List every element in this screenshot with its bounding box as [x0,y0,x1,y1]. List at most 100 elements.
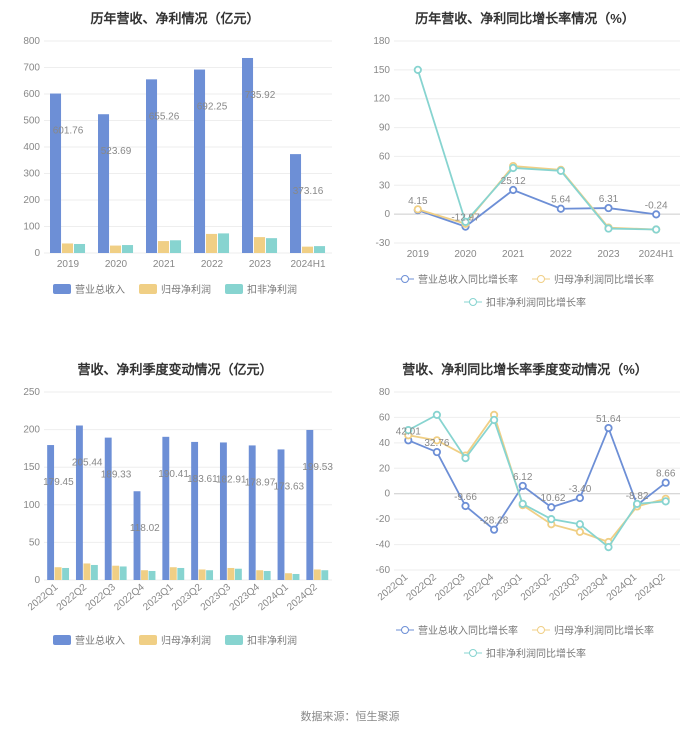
svg-text:2022Q1: 2022Q1 [26,582,61,614]
svg-text:2023Q1: 2023Q1 [490,572,525,604]
svg-text:0: 0 [384,209,390,220]
svg-text:600: 600 [23,89,40,100]
legend-label: 营业总收入同比增长率 [418,622,518,637]
legend-item: 营业总收入 [53,281,125,296]
legend-swatch [139,284,157,294]
panel-title: 历年营收、净利同比增长率情况（%） [360,8,690,27]
svg-text:0: 0 [34,248,40,259]
svg-text:150: 150 [23,462,40,473]
legend-swatch [396,275,414,283]
svg-text:0: 0 [34,575,40,586]
legend-quarterly-revenue: 营业总收入归母净利润扣非净利润 [10,632,340,647]
panel-quarterly-growth: 营收、净利同比增长率季度变动情况（%） -60-40-2002040608042… [350,351,700,702]
svg-text:-9.66: -9.66 [454,492,477,503]
legend-annual-revenue: 营业总收入 归母净利润扣非净利润 [10,281,340,296]
svg-text:2024H1: 2024H1 [639,249,674,260]
svg-text:523.69: 523.69 [101,146,132,157]
svg-text:100: 100 [23,500,40,511]
legend-swatch [139,635,157,645]
legend-item: 扣非净利润 [225,281,297,296]
svg-text:5.64: 5.64 [551,195,571,206]
svg-text:173.63: 173.63 [274,481,305,492]
chart-grid: 历年营收、净利情况（亿元） 01002003004005006007008006… [0,0,700,734]
svg-text:735.92: 735.92 [245,90,276,101]
legend-swatch [532,275,550,283]
svg-text:2023Q3: 2023Q3 [199,582,234,614]
svg-text:2024H1: 2024H1 [290,259,325,270]
svg-text:4.15: 4.15 [408,196,428,207]
legend-label: 营业总收入同比增长率 [418,271,518,286]
svg-text:2022Q4: 2022Q4 [462,572,497,604]
line-chart-quarterly: -60-40-2002040608042.0132.76-9.66-28.286… [360,386,690,616]
svg-text:2020: 2020 [454,249,477,260]
legend-label: 归母净利润同比增长率 [554,622,654,637]
legend-swatch [53,635,71,645]
svg-text:601.76: 601.76 [53,126,84,137]
svg-text:250: 250 [23,387,40,398]
legend-item: 归母净利润同比增长率 [532,271,654,286]
svg-text:2020: 2020 [105,259,128,270]
legend-label: 扣非净利润同比增长率 [486,294,586,309]
svg-text:205.44: 205.44 [72,458,103,469]
svg-text:2023Q4: 2023Q4 [228,582,263,614]
svg-text:2019: 2019 [57,259,80,270]
panel-title: 营收、净利季度变动情况（亿元） [10,359,340,378]
svg-text:700: 700 [23,63,40,74]
svg-text:118.02: 118.02 [130,523,160,534]
svg-text:183.61: 183.61 [187,474,218,485]
svg-text:190.41: 190.41 [158,469,189,480]
svg-text:-3.40: -3.40 [569,484,592,495]
svg-text:2022Q2: 2022Q2 [55,582,90,614]
legend-label: 扣非净利润 [247,632,297,647]
svg-text:2023: 2023 [597,249,620,260]
svg-text:2023Q3: 2023Q3 [547,572,582,604]
svg-text:179.45: 179.45 [43,477,74,488]
svg-text:2024Q1: 2024Q1 [605,572,640,604]
legend-swatch [464,649,482,657]
panel-annual-revenue: 历年营收、净利情况（亿元） 01002003004005006007008006… [0,0,350,351]
legend-quarterly-growth: 营业总收入同比增长率 归母净利润同比增长率扣非净利润同比增长率 [360,622,690,660]
svg-text:2023Q4: 2023Q4 [576,572,611,604]
svg-text:-60: -60 [376,565,391,576]
svg-text:692.25: 692.25 [197,102,228,113]
legend-item: 营业总收入同比增长率 [396,271,518,286]
legend-item: 营业总收入 [53,632,125,647]
svg-text:-20: -20 [376,514,391,525]
svg-text:182.91: 182.91 [216,474,247,485]
bar-chart-quarterly: 050100150200250179.45205.44189.33118.021… [10,386,340,626]
svg-text:6.31: 6.31 [599,194,619,205]
svg-text:500: 500 [23,116,40,127]
svg-text:2024Q1: 2024Q1 [256,582,291,614]
svg-text:178.97: 178.97 [245,477,276,488]
svg-text:2023: 2023 [249,259,272,270]
svg-text:6.12: 6.12 [513,472,533,483]
svg-text:80: 80 [379,387,391,398]
legend-item: 扣非净利润 [225,632,297,647]
legend-label: 扣非净利润同比增长率 [486,645,586,660]
svg-text:8.66: 8.66 [656,469,676,480]
svg-text:180: 180 [373,36,390,47]
svg-text:120: 120 [373,94,390,105]
svg-text:100: 100 [23,222,40,233]
legend-swatch [53,284,71,294]
svg-text:150: 150 [373,65,390,76]
panel-title: 营收、净利同比增长率季度变动情况（%） [360,359,690,378]
svg-text:2019: 2019 [407,249,430,260]
legend-label: 归母净利润 [161,281,211,296]
svg-text:25.12: 25.12 [501,176,526,187]
svg-text:200: 200 [23,425,40,436]
svg-text:20: 20 [379,463,391,474]
legend-annual-growth: 营业总收入同比增长率 归母净利润同比增长率扣非净利润同比增长率 [360,271,690,309]
legend-swatch [396,626,414,634]
legend-label: 归母净利润同比增长率 [554,271,654,286]
legend-swatch [225,635,243,645]
svg-text:2022Q2: 2022Q2 [404,572,439,604]
svg-text:60: 60 [379,151,391,162]
legend-item: 扣非净利润同比增长率 [464,645,586,660]
svg-text:-0.24: -0.24 [645,200,668,211]
legend-item: 归母净利润同比增长率 [532,622,654,637]
panel-title: 历年营收、净利情况（亿元） [10,8,340,27]
svg-text:2021: 2021 [502,249,525,260]
svg-text:2022Q3: 2022Q3 [84,582,119,614]
svg-text:189.33: 189.33 [101,470,132,481]
